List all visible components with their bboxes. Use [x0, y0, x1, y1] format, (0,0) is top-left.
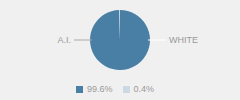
html-text:0.4%: 0.4% — [133, 84, 154, 94]
html-text:99.6%: 99.6% — [87, 84, 113, 94]
svg-text:WHITE: WHITE — [169, 35, 198, 45]
svg-text:A.I.: A.I. — [57, 35, 71, 45]
